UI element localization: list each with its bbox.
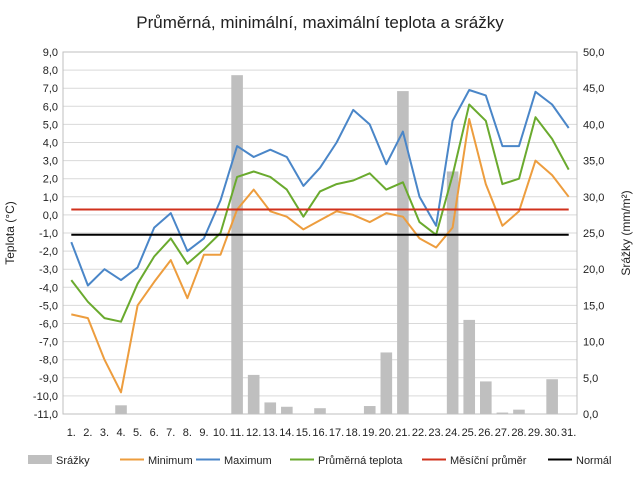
y-tick-label: 3,0 <box>43 156 58 168</box>
y-tick-label: 8,0 <box>43 65 58 77</box>
precipitation-bar <box>513 409 525 414</box>
precipitation-bar <box>363 406 376 414</box>
y2-tick-label: 50,0 <box>583 47 604 59</box>
precipitation-bar <box>397 91 409 414</box>
x-tick-label: 9. <box>199 427 208 439</box>
x-tick-label: 30. <box>544 427 559 439</box>
legend-label: Měsíční průměr <box>450 455 527 467</box>
x-tick-label: 28. <box>511 427 526 439</box>
legend-label: Průměrná teplota <box>318 455 403 467</box>
precipitation-bar <box>231 75 243 414</box>
x-tick-label: 24. <box>445 427 460 439</box>
y2-tick-label: 40,0 <box>583 119 604 131</box>
y-tick-label: -7,0 <box>39 337 58 349</box>
y-tick-label: 1,0 <box>43 192 58 204</box>
x-tick-label: 22. <box>412 427 427 439</box>
y-tick-label: -6,0 <box>39 319 58 331</box>
x-tick-label: 20. <box>379 427 394 439</box>
y-tick-label: -1,0 <box>39 228 58 240</box>
x-tick-label: 25. <box>462 427 477 439</box>
precipitation-bars <box>115 75 558 414</box>
precipitation-bar <box>281 406 293 414</box>
y-tick-label: 0,0 <box>43 210 58 222</box>
x-tick-label: 26. <box>478 427 493 439</box>
y-tick-label: -2,0 <box>39 246 58 258</box>
x-tick-label: 7. <box>166 427 175 439</box>
y-tick-label: 5,0 <box>43 119 58 131</box>
precipitation-bar <box>380 352 393 414</box>
y-axis-label: Teplota (°C) <box>3 201 17 265</box>
y-tick-label: -9,0 <box>39 373 58 385</box>
x-tick-label: 4. <box>116 427 125 439</box>
y-tick-label: -10,0 <box>33 391 58 403</box>
y2-axis-ticks: 50,0 45,0 40,0 35,0 30,0 25,0 20,0 15,0 10,0 5,0 0… <box>583 47 604 421</box>
x-tick-label: 15. <box>296 427 311 439</box>
y-tick-label: 7,0 <box>43 83 58 95</box>
x-tick-label: 12. <box>246 427 261 439</box>
x-tick-label: 16. <box>312 427 327 439</box>
legend-swatch <box>28 455 52 464</box>
precipitation-bar <box>247 374 260 414</box>
y-tick-label: 9,0 <box>43 47 58 59</box>
x-tick-label: 31. <box>561 427 576 439</box>
x-tick-label: 8. <box>183 427 192 439</box>
legend-label: Normál <box>576 455 611 467</box>
y-tick-label: -11,0 <box>34 409 58 421</box>
x-tick-label: 1. <box>67 427 76 439</box>
x-tick-label: 29. <box>528 427 543 439</box>
y-tick-label: -4,0 <box>39 282 58 294</box>
x-axis-ticks: 1. 2. 3. 4. 5. 6. 7. 8. 9. 10. 11. 12. 13. 14. 15. 16. 1… <box>67 427 577 439</box>
temperature-lines <box>70 89 570 394</box>
x-tick-label: 11. <box>230 427 244 439</box>
x-tick-label: 6. <box>150 427 159 439</box>
x-tick-label: 13. <box>263 427 278 439</box>
y2-tick-label: 0,0 <box>583 409 598 421</box>
y-tick-label: -8,0 <box>39 355 58 367</box>
legend-label: Srážky <box>56 455 90 467</box>
x-tick-label: 27. <box>495 427 510 439</box>
precipitation-bar <box>115 405 127 414</box>
precipitation-bar <box>546 379 558 414</box>
precipitation-bar <box>463 319 476 414</box>
y-tick-label: 4,0 <box>43 138 58 150</box>
x-tick-label: 5. <box>133 427 142 439</box>
x-tick-label: 21. <box>395 427 410 439</box>
y-tick-label: -5,0 <box>39 300 58 312</box>
series-line <box>70 89 570 287</box>
x-tick-label: 23. <box>428 427 443 439</box>
precipitation-bar <box>496 412 509 414</box>
y-tick-label: 6,0 <box>43 101 58 113</box>
legend-label: Minimum <box>148 455 193 467</box>
y2-tick-label: 10,0 <box>583 337 604 349</box>
y2-tick-label: 45,0 <box>583 83 604 95</box>
legend-label: Maximum <box>224 455 272 467</box>
x-tick-label: 17. <box>329 427 344 439</box>
precipitation-bar <box>264 402 277 414</box>
y-axis-ticks: 9,0 8,0 7,0 6,0 5,0 4,0 3,0 2,0 1,0 0,0 -1,0 -2,0 -3… <box>33 47 58 421</box>
x-tick-label: 14. <box>279 427 294 439</box>
precipitation-bar <box>446 171 459 414</box>
y2-tick-label: 15,0 <box>583 300 604 312</box>
precipitation-bar <box>480 381 492 414</box>
series-line <box>71 118 570 394</box>
y2-tick-label: 5,0 <box>583 373 598 385</box>
y2-tick-label: 20,0 <box>583 264 604 276</box>
y2-tick-label: 30,0 <box>583 192 604 204</box>
y2-tick-label: 35,0 <box>583 156 604 168</box>
y2-tick-label: 25,0 <box>583 228 604 240</box>
x-tick-label: 3. <box>100 427 109 439</box>
y2-axis-label: Srážky (mm/m²) <box>619 190 633 275</box>
x-tick-label: 19. <box>362 427 377 439</box>
series-line <box>70 103 570 323</box>
legend: Srážky Minimum Maximum Průměrná teplota Měsí… <box>28 455 611 467</box>
y-tick-label: -3,0 <box>39 264 58 276</box>
y-tick-label: 2,0 <box>43 174 58 186</box>
chart-title: Průměrná, minimální, maximální teplota a… <box>136 13 504 32</box>
precipitation-bar <box>314 408 326 414</box>
x-tick-label: 2. <box>83 427 92 439</box>
grid <box>62 51 578 415</box>
x-tick-label: 18. <box>346 427 361 439</box>
x-tick-label: 10. <box>213 427 228 439</box>
